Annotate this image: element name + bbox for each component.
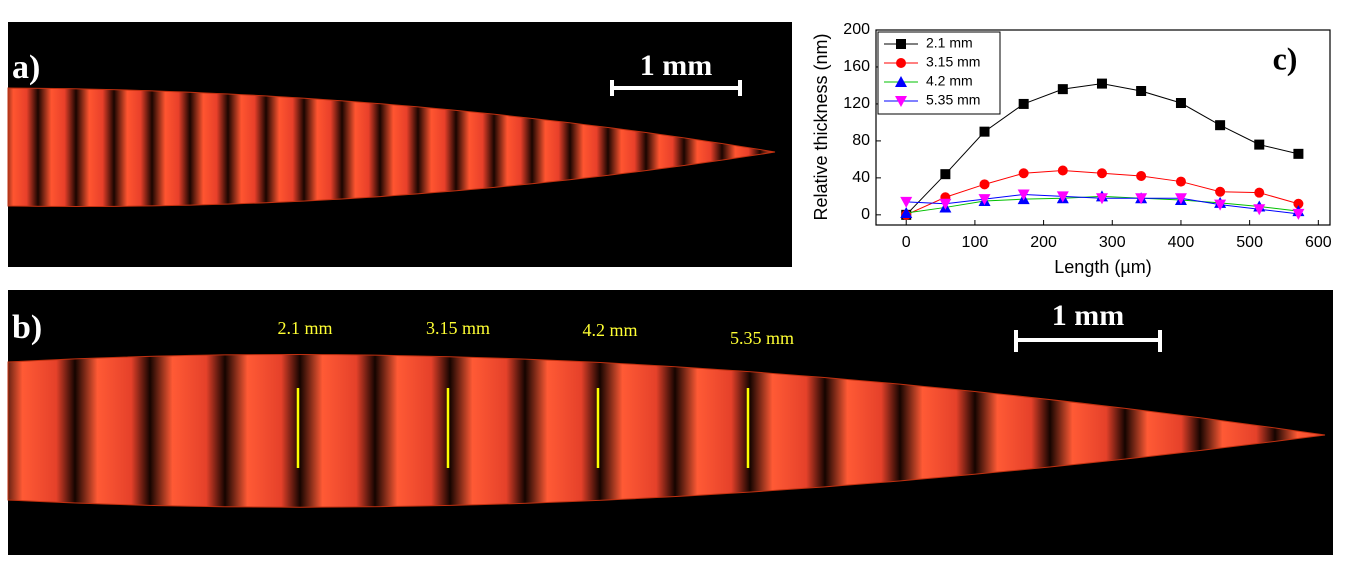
y-tick-label: 0 [861,206,870,223]
marker [1136,86,1146,96]
marker [1058,165,1068,175]
panel-label: a) [12,49,40,86]
annotation: 5.35 mm [730,328,794,348]
marker [1254,140,1264,150]
panel-label: b) [12,309,42,346]
y-axis-title: Relative thickness (nm) [811,33,831,220]
marker [896,58,906,68]
y-tick-label: 80 [852,132,870,149]
x-tick-label: 400 [1168,234,1195,251]
y-tick-label: 120 [843,95,870,112]
marker [1176,98,1186,108]
panel-label: c) [1273,40,1298,76]
x-tick-label: 500 [1236,234,1263,251]
scale-bar-label: 1 mm [640,49,712,82]
marker [1097,79,1107,89]
marker [1215,187,1225,197]
marker [1019,168,1029,178]
annotation: 3.15 mm [426,318,490,338]
y-tick-label: 160 [843,58,870,75]
annotation: 4.2 mm [582,320,637,340]
x-tick-label: 600 [1305,234,1332,251]
marker [1058,84,1068,94]
x-axis-title: Length (µm) [1054,257,1151,277]
x-tick-label: 100 [962,234,989,251]
annotation: 2.1 mm [277,318,332,338]
marker [1215,120,1225,130]
y-tick-label: 40 [852,169,870,186]
legend-label: 3.15 mm [926,54,980,70]
legend-label: 5.35 mm [926,92,980,108]
scale-bar-label: 1 mm [1052,299,1124,332]
marker [1254,188,1264,198]
x-tick-label: 0 [902,234,911,251]
legend-label: 4.2 mm [926,73,973,89]
marker [1019,99,1029,109]
legend-label: 2.1 mm [926,35,973,51]
marker [1293,149,1303,159]
marker [980,127,990,137]
marker [1176,177,1186,187]
marker [940,169,950,179]
x-tick-label: 300 [1099,234,1126,251]
marker [896,39,906,49]
marker [1097,168,1107,178]
x-tick-label: 200 [1030,234,1057,251]
marker [980,179,990,189]
y-tick-label: 200 [843,21,870,38]
marker [1136,171,1146,181]
figure: a) 1 mm b) 1 mm 2.1 mm 3.15 mm 4.2 mm 5.35 … [0,0,1345,559]
